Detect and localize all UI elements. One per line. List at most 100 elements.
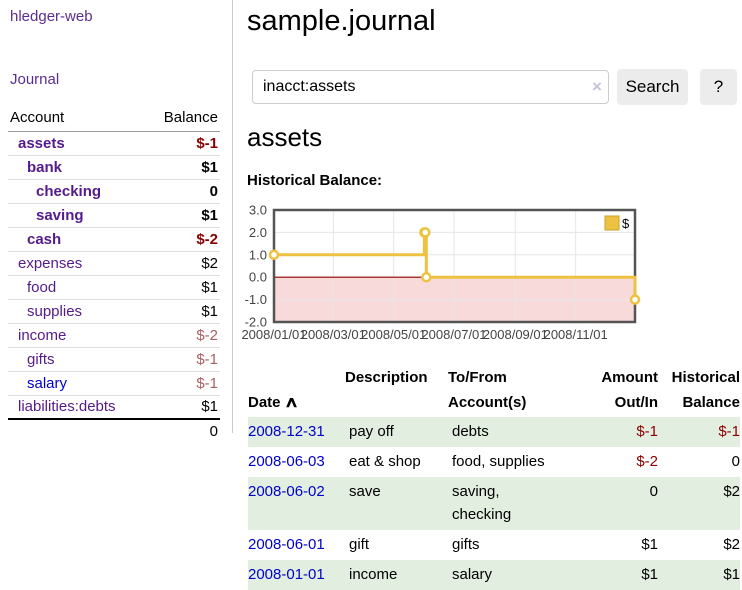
account-balance: $-1 xyxy=(146,370,220,395)
register-description-cell: save xyxy=(349,483,381,500)
account-cell: saving xyxy=(8,202,147,227)
account-row: supplies $1 xyxy=(8,298,220,323)
transaction-date-link[interactable]: 2008-01-01 xyxy=(248,566,325,583)
sidebar-account-link[interactable]: expenses xyxy=(18,254,83,272)
legend-label: $ xyxy=(622,216,630,231)
sidebar-account-link[interactable]: gifts xyxy=(27,350,55,368)
accounts-header-account: Account xyxy=(8,106,147,132)
account-balance: $-1 xyxy=(146,346,220,371)
register-account-cell: saving, checking xyxy=(452,483,512,523)
svg-text:2.0: 2.0 xyxy=(249,225,267,240)
account-row: saving $1 xyxy=(8,202,220,227)
page-title: sample.journal xyxy=(247,5,436,37)
sidebar-divider xyxy=(232,0,233,433)
register-header-description: Description xyxy=(345,369,428,386)
account-cell: income xyxy=(8,322,147,347)
account-row: food $1 xyxy=(8,274,220,299)
register-header-row: Date ∧ Description To/From Account(s) Amo… xyxy=(248,362,740,417)
search-input[interactable] xyxy=(252,70,609,104)
balance-chart: 3.0 2.0 1.0 0.0 -1.0 -2.02008/01/012008/03/01… xyxy=(241,203,641,342)
sidebar-account-link[interactable]: salary xyxy=(27,374,68,392)
sort-ascending-icon: ∧ xyxy=(283,394,299,411)
account-balance: $2 xyxy=(146,250,220,275)
svg-text:2008/05/01: 2008/05/01 xyxy=(361,327,426,342)
transaction-date-link[interactable]: 2008-06-01 xyxy=(248,536,325,553)
account-cell: food xyxy=(8,274,147,299)
data-point xyxy=(421,271,432,283)
sidebar-account-link[interactable]: bank xyxy=(27,158,63,176)
register-amount-cell: 0 xyxy=(649,483,658,500)
sidebar-account-link[interactable]: food xyxy=(27,278,57,296)
account-balance: $-2 xyxy=(146,322,220,347)
sidebar-account-link[interactable]: cash xyxy=(27,230,62,248)
account-cell: expenses xyxy=(8,250,147,275)
account-cell: assets xyxy=(8,131,146,155)
account-cell: bank xyxy=(8,154,147,179)
accounts-rows: assets $-1 bank $1 checking 0 saving $1 cash $-2 e… xyxy=(8,131,220,419)
register-amount-cell: $-1 xyxy=(636,423,658,440)
register-header-date-label: Date xyxy=(248,394,281,411)
account-cell: checking xyxy=(8,178,147,203)
data-point xyxy=(268,249,280,261)
sidebar-account-link[interactable]: assets xyxy=(18,134,65,152)
register-date-cell: 2008-12-31 xyxy=(248,417,345,447)
account-row: checking 0 xyxy=(8,178,220,203)
register-amount-cell: $1 xyxy=(641,566,658,583)
account-balance: 0 xyxy=(146,178,220,203)
help-button[interactable]: ? xyxy=(700,69,737,105)
accounts-header-balance: Balance xyxy=(146,106,220,132)
account-balance: $1 xyxy=(146,394,220,419)
sidebar-account-link[interactable]: income xyxy=(18,326,67,344)
account-balance: $-2 xyxy=(146,226,220,251)
svg-text:2008/09/01: 2008/09/01 xyxy=(483,327,548,342)
register-balance-cell: $-1 xyxy=(718,423,740,440)
svg-text:2008/07/01: 2008/07/01 xyxy=(421,327,486,342)
account-cell: gifts xyxy=(8,346,147,371)
transaction-date-link[interactable]: 2008-06-02 xyxy=(248,483,325,500)
search-button[interactable]: Search xyxy=(617,69,688,105)
sidebar-account-link[interactable]: saving xyxy=(36,206,84,224)
chart-title: Historical Balance: xyxy=(247,172,383,189)
transaction-date-link[interactable]: 2008-06-03 xyxy=(248,453,325,470)
svg-text:2008/01/01: 2008/01/01 xyxy=(241,327,306,342)
account-balance: $1 xyxy=(146,298,220,323)
register-date-cell: 2008-06-01 xyxy=(248,530,345,560)
svg-text:-1.0: -1.0 xyxy=(245,292,267,307)
register-rows: 2008-12-31 pay off debts $-1 $-1 2008-06-03 ea… xyxy=(248,417,740,590)
register-row: 2008-06-03 eat & shop food, supplies $-2 0 xyxy=(248,447,740,477)
svg-text:2008/11/01: 2008/11/01 xyxy=(544,327,608,342)
account-row: assets $-1 xyxy=(8,131,220,155)
account-cell: cash xyxy=(8,226,147,251)
register-account-cell: gifts xyxy=(452,536,480,553)
account-balance: $1 xyxy=(146,274,220,299)
register-balance-cell: 0 xyxy=(731,453,740,470)
app-title-link[interactable]: hledger-web xyxy=(10,8,93,25)
data-point xyxy=(629,294,641,305)
register-table: Date ∧ Description To/From Account(s) Amo… xyxy=(248,362,740,590)
svg-text:0.0: 0.0 xyxy=(249,270,267,285)
account-balance: $-1 xyxy=(196,134,218,152)
accounts-total-spacer xyxy=(8,418,147,443)
register-account-cell: salary xyxy=(452,566,493,583)
account-heading: assets xyxy=(247,122,323,152)
sidebar-item-journal[interactable]: Journal xyxy=(10,71,60,88)
register-date-cell: 2008-06-03 xyxy=(248,447,345,477)
account-row: salary $-1 xyxy=(8,370,220,395)
svg-text:1.0: 1.0 xyxy=(249,247,267,262)
register-header-date[interactable]: Date ∧ xyxy=(248,362,345,417)
register-balance-cell: $1 xyxy=(723,566,740,583)
sidebar-account-link[interactable]: checking xyxy=(36,182,102,200)
register-description-cell: income xyxy=(349,566,398,583)
register-row: 2008-01-01 income salary $1 $1 xyxy=(248,560,740,590)
register-header-amount: Amount Out/In xyxy=(601,369,658,411)
register-amount-cell: $-2 xyxy=(636,453,658,470)
account-row: expenses $2 xyxy=(8,250,220,275)
clear-search-icon[interactable]: × xyxy=(592,77,602,96)
sidebar-account-link[interactable]: liabilities:debts xyxy=(18,398,116,416)
register-description-cell: eat & shop xyxy=(349,453,421,470)
transaction-date-link[interactable]: 2008-12-31 xyxy=(248,423,325,440)
sidebar-account-link[interactable]: supplies xyxy=(27,302,83,320)
accounts-total-value: 0 xyxy=(146,418,220,443)
account-row: cash $-2 xyxy=(8,226,220,251)
register-balance-cell: $2 xyxy=(723,536,740,553)
